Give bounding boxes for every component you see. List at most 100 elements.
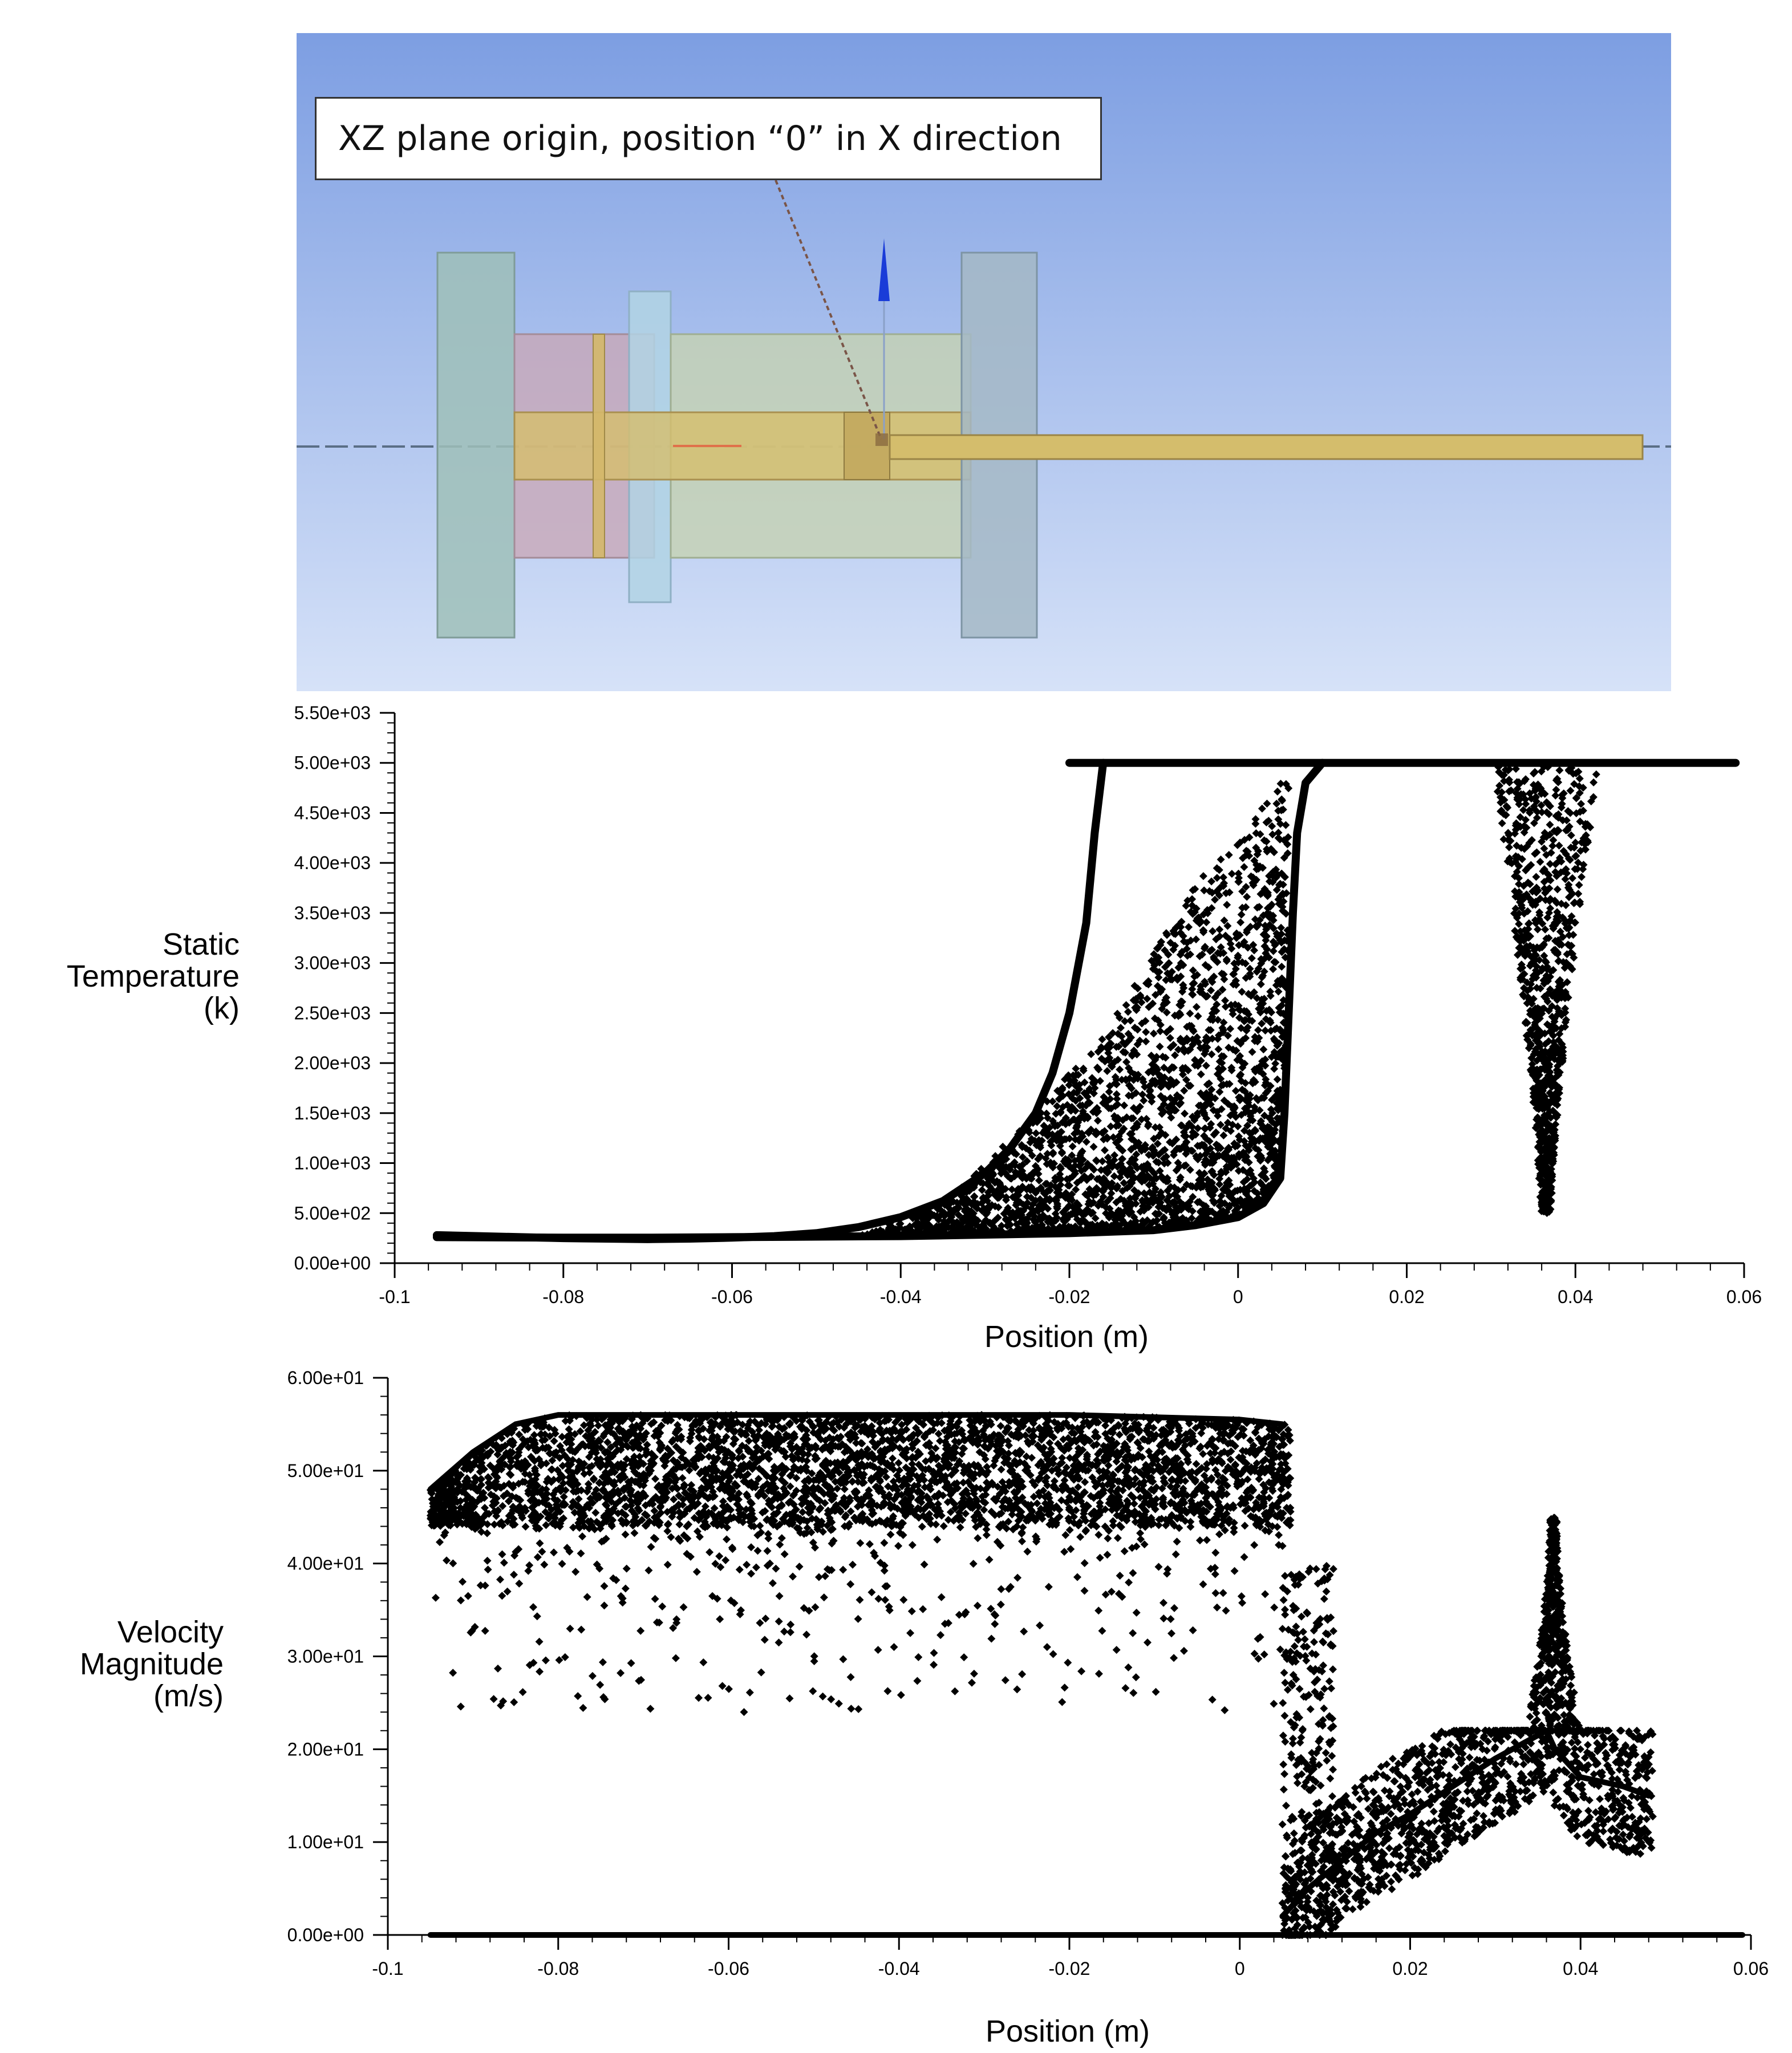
temperature-data-point <box>1536 1079 1545 1088</box>
temperature-data-point <box>1115 1143 1124 1152</box>
temperature-data-point <box>1264 1156 1272 1165</box>
temperature-data-point <box>1177 918 1186 926</box>
temperature-data-point <box>1068 1190 1076 1199</box>
temperature-data-point <box>1539 1204 1548 1213</box>
temperature-data-point <box>922 1217 930 1225</box>
temperature-data-point <box>1167 1113 1175 1122</box>
temperature-data-point <box>1229 1010 1237 1019</box>
temperature-data-point <box>1539 833 1548 842</box>
temperature-data-point <box>1227 1154 1236 1162</box>
temperature-data-point <box>1041 1196 1050 1204</box>
temperature-data-point <box>1549 966 1558 974</box>
temperature-data-point <box>1217 1081 1226 1090</box>
temperature-data-point <box>1058 1149 1066 1158</box>
temperature-data-point <box>1562 850 1570 858</box>
temperature-data-point <box>1114 1206 1123 1215</box>
temperature-data-point <box>1099 1192 1108 1201</box>
temperature-data-point <box>1105 1033 1113 1041</box>
temperature-data-point <box>1547 849 1555 857</box>
temperature-data-point <box>1232 930 1240 939</box>
temperature-data-point <box>1528 1060 1536 1068</box>
temperature-data-point <box>1240 835 1249 844</box>
temperature-data-point <box>1186 1009 1194 1018</box>
velocity-data-point <box>551 1510 560 1519</box>
temperature-data-point <box>1254 847 1262 855</box>
temperature-data-point <box>1092 1127 1100 1136</box>
temperature-data-point <box>1162 998 1171 1007</box>
temperature-data-point <box>1205 1026 1213 1034</box>
temperature-data-point <box>1215 925 1224 934</box>
temperature-data-point <box>1579 865 1587 874</box>
temperature-data-point <box>1133 1119 1141 1128</box>
temperature-data-point <box>1564 993 1572 1002</box>
temperature-axes: 0.00e+005.00e+021.00e+031.50e+032.00e+03… <box>294 703 1762 1307</box>
velocity-data-point <box>752 1443 761 1451</box>
velocity-data-point <box>967 1482 975 1490</box>
velocity-data-point <box>1192 1460 1201 1468</box>
temperature-data-point <box>1138 1196 1146 1204</box>
temperature-data-point <box>1212 1007 1221 1015</box>
temperature-data-point <box>1142 979 1150 988</box>
temperature-data-point <box>1544 871 1553 879</box>
temperature-data-point <box>1235 874 1243 882</box>
temperature-data-point <box>1250 1178 1259 1186</box>
temperature-data-point <box>1193 971 1202 979</box>
temperature-data-point <box>967 1200 976 1208</box>
temperature-data-point <box>1511 892 1520 901</box>
temperature-data-point <box>1169 927 1178 935</box>
temperature-data-point <box>1093 1117 1102 1125</box>
temperature-data-point <box>1198 950 1206 959</box>
temperature-data-point <box>1125 1074 1134 1083</box>
temperature-data-point <box>1173 973 1181 982</box>
temperature-data-point <box>1570 954 1578 962</box>
temperature-data-point <box>1067 1106 1075 1115</box>
temperature-data-point <box>1137 1115 1146 1123</box>
temperature-data-point <box>1132 1006 1141 1015</box>
temperature-data-point <box>1242 1026 1251 1035</box>
temperature-data-point <box>1511 765 1520 773</box>
temperature-data-point <box>1238 988 1246 996</box>
temperature-data-point <box>1273 788 1282 796</box>
temperature-data-point <box>1065 1162 1074 1171</box>
temperature-data-point <box>1274 1093 1283 1102</box>
temperature-data-point <box>1168 1198 1177 1207</box>
temperature-data-point <box>1542 1162 1551 1171</box>
temperature-data-point <box>1522 815 1530 824</box>
temperature-data-point <box>1201 943 1209 951</box>
velocity-data-point <box>892 1435 901 1444</box>
temperature-data-point <box>1191 885 1199 893</box>
temperature-data-point <box>1227 1163 1235 1172</box>
temperature-data-point <box>1235 1135 1244 1144</box>
temperature-data-point <box>1194 1124 1202 1133</box>
temperature-data-point <box>1207 1167 1216 1176</box>
temperature-data-point <box>1255 1065 1264 1073</box>
velocity-data-point <box>755 1426 763 1434</box>
velocity-data-point <box>616 1496 625 1505</box>
temperature-data-point <box>1172 1135 1181 1144</box>
temperature-data-point <box>902 1225 910 1234</box>
temperature-data-point <box>1045 1195 1054 1203</box>
velocity-data-point <box>661 1416 670 1425</box>
temperature-data-point <box>1212 935 1221 944</box>
temperature-data-point <box>1202 918 1211 927</box>
temperature-data-point <box>1203 1146 1212 1155</box>
temperature-data-point <box>1274 987 1283 996</box>
temperature-data-point <box>1258 1094 1266 1102</box>
velocity-data-point <box>694 1499 702 1508</box>
temperature-data-point <box>1102 1133 1111 1142</box>
temperature-data-point <box>1073 1117 1082 1126</box>
temperature-data-point <box>1134 1138 1143 1147</box>
velocity-data-point <box>558 1433 566 1441</box>
temperature-data-point <box>1023 1199 1032 1207</box>
temperature-data-point <box>1073 1199 1081 1207</box>
temperature-data-point <box>1572 851 1580 860</box>
temperature-data-point <box>1027 1204 1036 1213</box>
temperature-data-point <box>1102 1203 1110 1212</box>
velocity-data-point <box>981 1455 990 1463</box>
temperature-data-point <box>1207 1085 1216 1094</box>
temperature-data-point <box>1513 867 1521 876</box>
temperature-data-point <box>1540 1111 1548 1119</box>
temperature-data-point <box>1537 790 1546 798</box>
temperature-data-point <box>1520 984 1528 992</box>
temperature-data-point <box>1175 963 1183 971</box>
